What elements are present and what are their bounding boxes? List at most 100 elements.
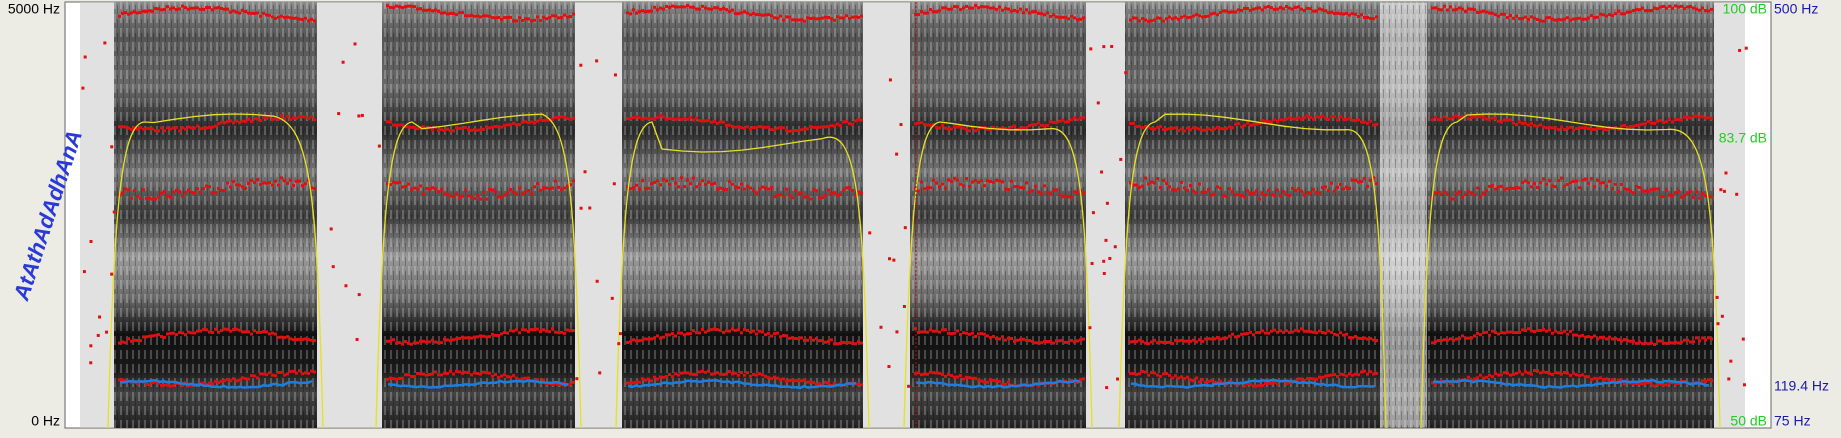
formant-dot [701,119,704,123]
formant-dot [892,258,896,262]
formant-dot [773,332,776,336]
formant-dot [968,129,971,133]
formant-dot [1644,122,1647,126]
formant-dot [244,10,247,14]
striation [910,2,1086,428]
formant-dot [851,341,854,345]
formant-dot [545,382,548,386]
formant-dot [1500,373,1503,377]
formant-dot [1243,123,1246,127]
formant-dot [1141,16,1144,20]
formant-dot [1034,123,1037,127]
formant-dot [860,191,863,195]
formant-dot [461,371,464,375]
formant-dot [437,9,440,13]
formant-dot [1207,127,1210,131]
formant-dot [563,186,566,190]
formant-dot [632,116,635,120]
formant-dot [542,15,545,19]
formant-dot [812,338,815,342]
formant-dot [1183,14,1186,18]
formant-dot [719,7,722,11]
formant-dot [1518,17,1521,21]
formant-dot [1345,117,1348,121]
formant-dot [929,186,932,190]
formant-dot [1581,373,1584,377]
formant-dot [295,179,298,183]
formant-dot [1539,19,1542,23]
formant-dot [1064,194,1067,198]
formant-dot [767,187,770,191]
formant-dot [1342,117,1345,121]
formant-dot [208,125,211,129]
formant-dot [1291,186,1294,190]
formant-dot [920,9,923,13]
formant-dot [1554,185,1557,189]
formant-dot [1536,369,1539,373]
formant-dot [1434,383,1437,387]
formant-dot [476,335,479,339]
formant-dot [1363,120,1366,124]
formant-dot [280,14,283,18]
formant-dot [265,373,268,377]
formant-dot [917,371,920,375]
formant-dot [635,11,638,15]
formant-dot [1052,120,1055,124]
formant-dot [1234,10,1237,14]
formant-dot [163,189,166,193]
formant-dot [455,13,458,17]
formant-dot [1719,188,1723,192]
formant-dot [1671,120,1674,124]
formant-dot [767,376,770,380]
formant-dot [1351,373,1354,377]
formant-dot [1303,379,1306,383]
formant-dot [1306,191,1309,195]
formant-dot [716,187,719,191]
formant-dot [752,12,755,16]
formant-dot [1602,378,1605,382]
formant-dot [443,128,446,132]
formant-dot [1102,45,1106,49]
formant-dot [1153,338,1156,342]
formant-dot [1285,192,1288,196]
formant-dot [1494,116,1497,120]
pitch-top-label: 500 Hz [1774,1,1818,17]
formant-dot [169,7,172,11]
formant-dot [395,181,398,185]
formant-dot [1064,340,1067,344]
formant-dot [800,191,803,195]
formant-dot [1704,116,1707,120]
formant-dot [868,231,872,235]
formant-dot [1183,186,1186,190]
formant-dot [1602,335,1605,339]
formant-dot [1135,16,1138,20]
formant-dot [259,119,262,123]
formant-dot [1285,117,1288,121]
formant-dot [1506,187,1509,191]
formant-dot [1620,12,1623,16]
formant-dot [139,126,142,130]
formant-dot [262,181,265,185]
formant-dot [1533,182,1536,186]
formant-dot [151,197,154,201]
formant-dot [629,340,632,344]
formant-dot [292,369,295,373]
formant-dot [788,379,791,383]
formant-dot [1599,335,1602,339]
formant-dot [683,371,686,375]
formant-dot [1659,118,1662,122]
formant-dot [250,178,253,182]
formant-dot [1034,341,1037,345]
formant-dot [1243,6,1246,10]
formant-dot [437,341,440,345]
formant-dot [1153,181,1156,185]
formant-dot [98,315,102,319]
formant-dot [1650,121,1653,125]
formant-dot [1070,14,1073,18]
formant-dot [193,191,196,195]
formant-dot [1575,373,1578,377]
formant-dot [1518,120,1521,124]
formant-dot [595,59,599,63]
formant-dot [274,332,277,336]
formant-dot [698,7,701,11]
